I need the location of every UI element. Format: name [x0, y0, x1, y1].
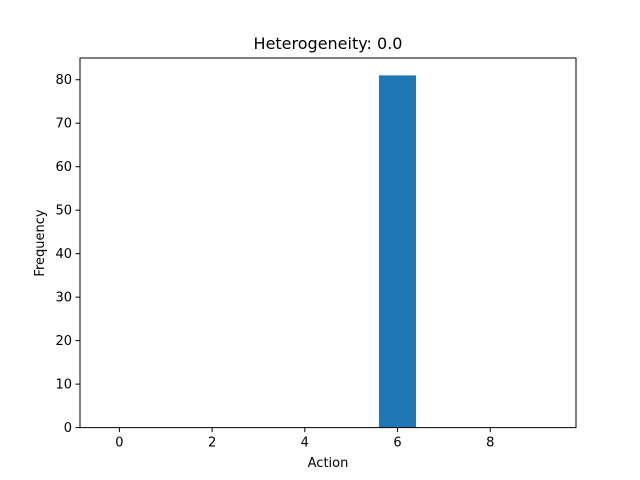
x-tick-label: 0: [115, 436, 123, 451]
y-tick-label: 10: [55, 378, 72, 393]
x-axis-label: Action: [308, 456, 349, 471]
y-tick-label: 30: [55, 291, 72, 306]
y-tick-label: 70: [55, 117, 72, 132]
plot-area-frame: [79, 57, 577, 429]
y-axis-ticks: 0 10 20 30 40 50 60 70 80: [55, 73, 80, 436]
chart-title: Heterogeneity: 0.0: [254, 34, 403, 53]
y-axis-label: Frequency: [33, 209, 48, 276]
y-tick-label: 20: [55, 334, 72, 349]
y-tick-label: 60: [55, 160, 72, 175]
y-tick-label: 40: [55, 247, 72, 262]
y-tick-label: 0: [64, 421, 72, 436]
bar-action-6: [378, 75, 417, 428]
x-tick-label: 8: [486, 436, 494, 451]
x-tick-label: 6: [393, 436, 401, 451]
y-tick-label: 80: [55, 73, 72, 88]
bar-series: [378, 75, 417, 428]
x-tick-label: 2: [208, 436, 216, 451]
y-tick-label: 50: [55, 204, 72, 219]
x-axis-ticks: 0 2 4 6 8: [115, 427, 494, 451]
x-tick-label: 4: [301, 436, 309, 451]
